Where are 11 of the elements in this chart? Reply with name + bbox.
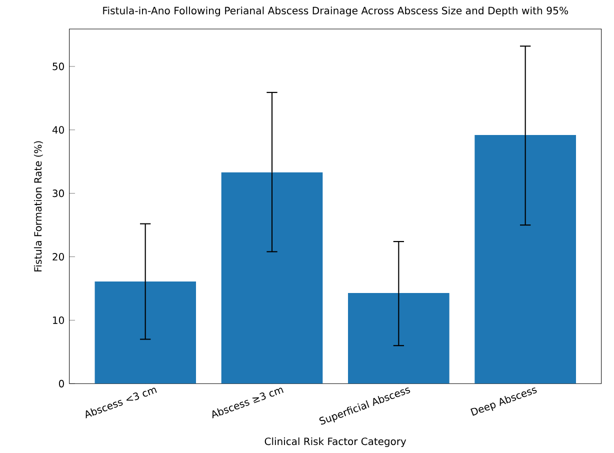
bar xyxy=(474,134,576,384)
y-tick-label: 50 xyxy=(52,62,64,70)
y-axis-title: Fistula Formation Rate (%) xyxy=(34,141,43,272)
bar xyxy=(221,172,323,384)
x-axis-title: Clinical Risk Factor Category xyxy=(264,437,406,448)
chart-title: Fistula-in-Ano Following Perianal Abscess Drainage Across Abscess Size and Depth with 95% xyxy=(103,6,568,16)
y-tick-label: 40 xyxy=(52,126,64,134)
y-tick-label: 30 xyxy=(52,190,64,198)
y-tick-label: 0 xyxy=(58,380,64,388)
y-tick-label: 20 xyxy=(52,253,64,261)
y-tick-label: 10 xyxy=(53,316,64,324)
